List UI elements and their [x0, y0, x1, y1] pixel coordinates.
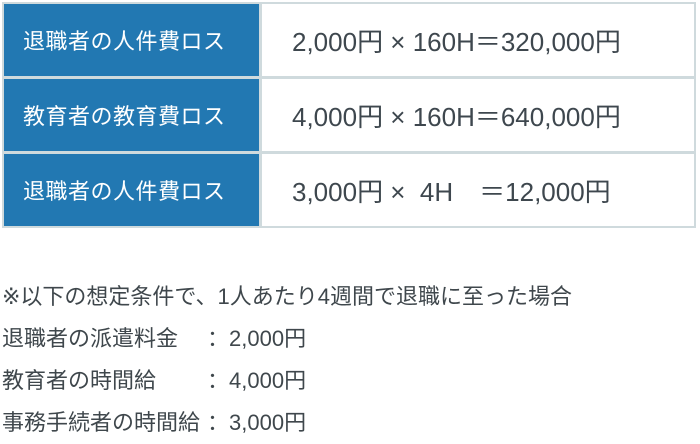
- table-row: 退職者の人件費ロス 2,000円 × 160H＝320,000円: [4, 4, 694, 76]
- note-condition: ※以下の想定条件で、1人あたり4週間で退職に至った場合: [2, 284, 573, 309]
- assumption-separator: ：: [207, 368, 230, 393]
- table-row: 教育者の教育費ロス 4,000円 × 160H＝640,000円: [4, 79, 694, 151]
- row-formula: 4,000円 × 160H＝640,000円: [262, 79, 694, 151]
- assumption-value: 2,000円: [229, 326, 307, 351]
- assumption-dispatch-fee: 退職者の派遣料金 ： 2,000円: [2, 318, 572, 360]
- table-row: 退職者の人件費ロス 3,000円 × 4H ＝12,000円: [4, 154, 694, 226]
- row-label-educator-training-cost: 教育者の教育費ロス: [4, 79, 259, 151]
- row-formula: 2,000円 × 160H＝320,000円: [262, 4, 694, 76]
- assumption-notes: ※以下の想定条件で、1人あたり4週間で退職に至った場合 退職者の派遣料金： 2,0…: [2, 276, 572, 444]
- assumption-value: 4,000円: [229, 368, 307, 393]
- assumption-separator: ：: [207, 326, 230, 351]
- cost-loss-table: 退職者の人件費ロス 2,000円 × 160H＝320,000円 教育者の教育費…: [2, 2, 696, 228]
- assumption-label: 教育者の時間給: [2, 368, 157, 393]
- assumption-label: 退職者の派遣料金: [2, 326, 179, 351]
- row-formula: 3,000円 × 4H ＝12,000円: [262, 154, 694, 226]
- assumption-value: 3,000円: [229, 410, 307, 435]
- assumption-label: 事務手続者の時間給: [2, 410, 201, 435]
- assumption-separator: ：: [207, 410, 230, 435]
- assumption-educator-hourly-wage: 教育者の時間給 ： 4,000円: [2, 360, 572, 402]
- row-label-retiree-labor-cost-2: 退職者の人件費ロス: [4, 154, 259, 226]
- row-label-retiree-labor-cost: 退職者の人件費ロス: [4, 4, 259, 76]
- assumption-clerical-hourly-wage: 事務手続者の時間給： 3,000円: [2, 402, 572, 444]
